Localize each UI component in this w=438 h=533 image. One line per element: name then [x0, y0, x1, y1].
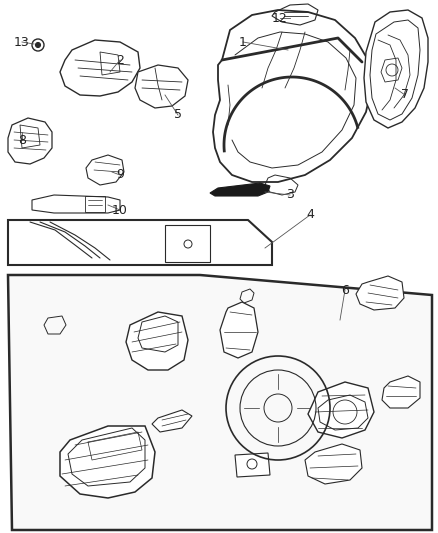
Text: 5: 5 [174, 109, 182, 122]
Polygon shape [152, 410, 192, 432]
Text: 6: 6 [341, 284, 349, 296]
Text: 10: 10 [112, 204, 128, 216]
Circle shape [35, 43, 40, 47]
Polygon shape [356, 276, 404, 310]
Text: 1: 1 [239, 36, 247, 49]
Text: 9: 9 [116, 168, 124, 182]
Polygon shape [60, 40, 140, 96]
Text: 7: 7 [401, 88, 409, 101]
Polygon shape [305, 444, 362, 484]
Polygon shape [60, 426, 155, 498]
Polygon shape [213, 10, 372, 182]
Polygon shape [8, 118, 52, 164]
Polygon shape [308, 382, 374, 438]
Text: 4: 4 [306, 208, 314, 222]
Polygon shape [235, 453, 270, 477]
Text: 12: 12 [272, 12, 288, 25]
Polygon shape [220, 302, 258, 358]
Polygon shape [8, 220, 272, 265]
Text: 13: 13 [14, 36, 30, 49]
Text: 8: 8 [18, 133, 26, 147]
Text: 3: 3 [286, 189, 294, 201]
Polygon shape [32, 195, 120, 213]
Polygon shape [165, 225, 210, 262]
Polygon shape [364, 10, 428, 128]
Polygon shape [8, 275, 432, 530]
Polygon shape [126, 312, 188, 370]
Polygon shape [210, 183, 270, 196]
Polygon shape [382, 376, 420, 408]
Polygon shape [86, 155, 124, 185]
Text: 2: 2 [116, 53, 124, 67]
Polygon shape [135, 65, 188, 108]
